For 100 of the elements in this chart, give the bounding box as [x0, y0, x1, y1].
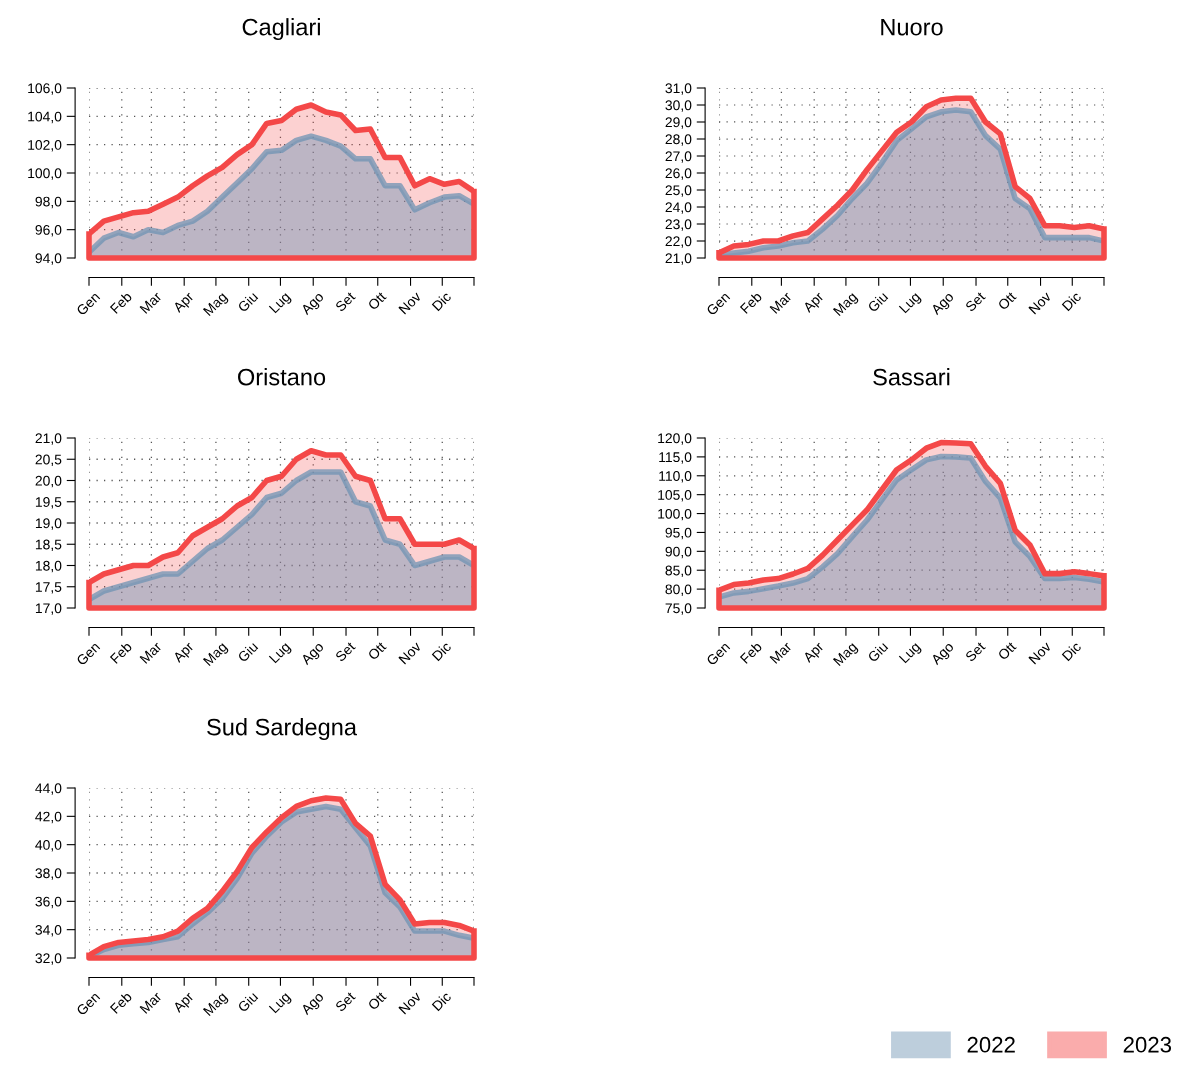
- x-tick-label: Feb: [739, 641, 763, 664]
- x-tick-label: Apr: [172, 291, 197, 316]
- x-tick-label: Apr: [172, 641, 197, 666]
- x-tick-label: Feb: [109, 641, 133, 664]
- y-tick-label: 105,0: [658, 490, 692, 502]
- y-tick-label: 18,0: [35, 560, 62, 573]
- y-tick-label: 100,0: [28, 168, 62, 180]
- y-tick-label: 98,0: [35, 196, 62, 209]
- x-tick-label: Set: [334, 640, 356, 663]
- x-tick-label: Set: [334, 290, 356, 313]
- y-tick-label: 115,0: [659, 452, 692, 464]
- y-tick-label: 120,0: [658, 433, 692, 445]
- x-tick-label: Ott: [367, 990, 387, 1011]
- x-tick-label: Dic: [431, 990, 452, 1012]
- x-tick-label: Giu: [236, 641, 259, 663]
- x-tick-label: Ott: [367, 640, 387, 661]
- x-tick-label: Ago: [300, 641, 327, 668]
- legend-label: 2023: [1123, 1036, 1172, 1053]
- y-tick-label: 100,0: [658, 508, 692, 521]
- x-tick-label: Mag: [202, 641, 230, 669]
- x-tick-label: Dic: [431, 640, 452, 662]
- x-tick-label: Giu: [866, 641, 889, 663]
- y-tick-label: 34,0: [35, 925, 62, 937]
- y-tick-label: 24,0: [665, 202, 692, 214]
- x-tick-label: Mar: [139, 991, 163, 1014]
- x-tick-label: Mar: [769, 291, 793, 314]
- y-tick-label: 32,0: [35, 953, 62, 965]
- x-tick-label: Giu: [236, 991, 259, 1013]
- y-tick-label: 19,5: [35, 497, 62, 509]
- y-tick-label: 36,0: [35, 896, 62, 909]
- x-tick-label: Gen: [75, 641, 101, 666]
- x-tick-label: Nov: [398, 641, 422, 665]
- y-tick-label: 40,0: [35, 840, 62, 852]
- x-tick-label: Ago: [300, 991, 327, 1018]
- y-tick-label: 75,0: [665, 603, 692, 615]
- x-tick-label: Dic: [431, 290, 452, 312]
- x-tick-label: Nov: [1028, 291, 1052, 315]
- y-tick-label: 44,0: [35, 783, 62, 795]
- y-tick-label: 26,0: [665, 168, 692, 180]
- y-tick-label: 102,0: [28, 140, 62, 152]
- x-tick-label: Ott: [997, 640, 1017, 661]
- y-tick-label: 96,0: [35, 225, 62, 237]
- y-tick-label: 85,0: [665, 565, 692, 578]
- x-tick-label: Ott: [367, 290, 387, 311]
- y-tick-label: 19,0: [35, 518, 62, 530]
- x-tick-label: Gen: [75, 291, 101, 316]
- x-tick-label: Lug: [268, 291, 293, 316]
- x-tick-label: Lug: [268, 641, 293, 666]
- x-tick-label: Dic: [1061, 290, 1082, 312]
- chart-title: Oristano: [238, 368, 326, 386]
- y-tick-label: 90,0: [665, 546, 692, 559]
- y-tick-label: 42,0: [35, 811, 62, 824]
- x-tick-label: Gen: [75, 991, 101, 1016]
- x-tick-label: Mar: [769, 641, 793, 664]
- y-tick-label: 27,0: [665, 151, 692, 163]
- x-tick-label: Gen: [705, 641, 731, 666]
- x-tick-label: Set: [964, 640, 986, 663]
- x-tick-label: Dic: [1061, 640, 1082, 662]
- y-tick-label: 18,5: [35, 539, 62, 552]
- y-tick-label: 25,0: [665, 185, 692, 197]
- x-tick-label: Ott: [997, 290, 1017, 311]
- y-tick-label: 23,0: [665, 219, 692, 231]
- chart-title: Sud Sardegna: [207, 718, 357, 741]
- y-tick-label: 38,0: [35, 868, 62, 880]
- x-tick-label: Mag: [832, 291, 860, 319]
- y-tick-label: 21,0: [665, 253, 692, 265]
- y-tick-label: 31,0: [665, 83, 692, 95]
- x-tick-label: Nov: [1028, 641, 1052, 665]
- y-tick-label: 106,0: [28, 83, 62, 95]
- x-tick-label: Gen: [705, 291, 731, 316]
- x-tick-label: Nov: [398, 291, 422, 315]
- chart-title: Cagliari: [242, 18, 320, 41]
- x-tick-label: Ago: [930, 641, 957, 668]
- x-tick-label: Mar: [139, 291, 163, 314]
- x-tick-label: Lug: [898, 291, 923, 316]
- y-tick-label: 20,0: [35, 475, 62, 488]
- x-tick-label: Ago: [930, 291, 957, 318]
- y-tick-label: 94,0: [35, 253, 62, 265]
- x-tick-label: Apr: [172, 991, 197, 1016]
- y-tick-label: 21,0: [35, 433, 62, 445]
- x-tick-label: Apr: [802, 641, 827, 666]
- y-tick-label: 28,0: [665, 134, 692, 146]
- x-tick-label: Mag: [832, 641, 860, 669]
- y-tick-label: 80,0: [665, 584, 692, 596]
- x-tick-label: Lug: [268, 991, 293, 1016]
- x-tick-label: Apr: [802, 291, 827, 316]
- y-tick-label: 20,5: [35, 454, 62, 467]
- y-tick-label: 110,0: [659, 471, 692, 483]
- y-tick-label: 29,0: [665, 117, 692, 129]
- chart-title: Nuoro: [881, 18, 943, 36]
- chart-title: Sassari: [873, 368, 950, 386]
- x-tick-label: Mag: [202, 991, 230, 1019]
- legend-label: 2022: [967, 1036, 1015, 1053]
- x-tick-label: Giu: [236, 291, 259, 313]
- x-tick-label: Set: [334, 990, 356, 1013]
- x-tick-label: Feb: [109, 991, 133, 1014]
- y-tick-label: 104,0: [28, 111, 62, 124]
- x-tick-label: Nov: [398, 991, 422, 1015]
- y-tick-label: 30,0: [665, 100, 692, 112]
- x-tick-label: Mar: [139, 641, 163, 664]
